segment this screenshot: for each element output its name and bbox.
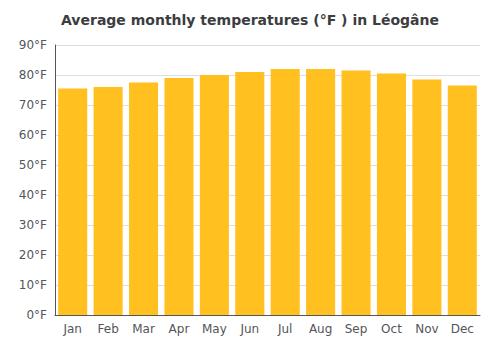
svg-text:90°F: 90°F	[19, 38, 47, 52]
svg-text:Oct: Oct	[381, 322, 402, 336]
svg-text:Jun: Jun	[239, 322, 259, 336]
svg-text:Sep: Sep	[345, 322, 368, 336]
svg-text:Average monthly temperatures (: Average monthly temperatures (°F ) in Lé…	[61, 12, 439, 28]
svg-text:80°F: 80°F	[19, 68, 47, 82]
svg-text:40°F: 40°F	[19, 188, 47, 202]
svg-text:20°F: 20°F	[19, 248, 47, 262]
svg-text:May: May	[202, 322, 227, 336]
svg-text:Mar: Mar	[132, 322, 155, 336]
svg-text:Apr: Apr	[169, 322, 190, 336]
svg-text:60°F: 60°F	[19, 128, 47, 142]
svg-text:10°F: 10°F	[19, 278, 47, 292]
svg-text:Feb: Feb	[98, 322, 119, 336]
svg-text:Aug: Aug	[309, 322, 332, 336]
svg-text:Jan: Jan	[62, 322, 82, 336]
svg-text:Dec: Dec	[451, 322, 474, 336]
svg-text:30°F: 30°F	[19, 218, 47, 232]
svg-text:Nov: Nov	[415, 322, 438, 336]
svg-text:0°F: 0°F	[26, 308, 47, 322]
svg-text:Jul: Jul	[277, 322, 292, 336]
svg-text:50°F: 50°F	[19, 158, 47, 172]
svg-text:70°F: 70°F	[19, 98, 47, 112]
